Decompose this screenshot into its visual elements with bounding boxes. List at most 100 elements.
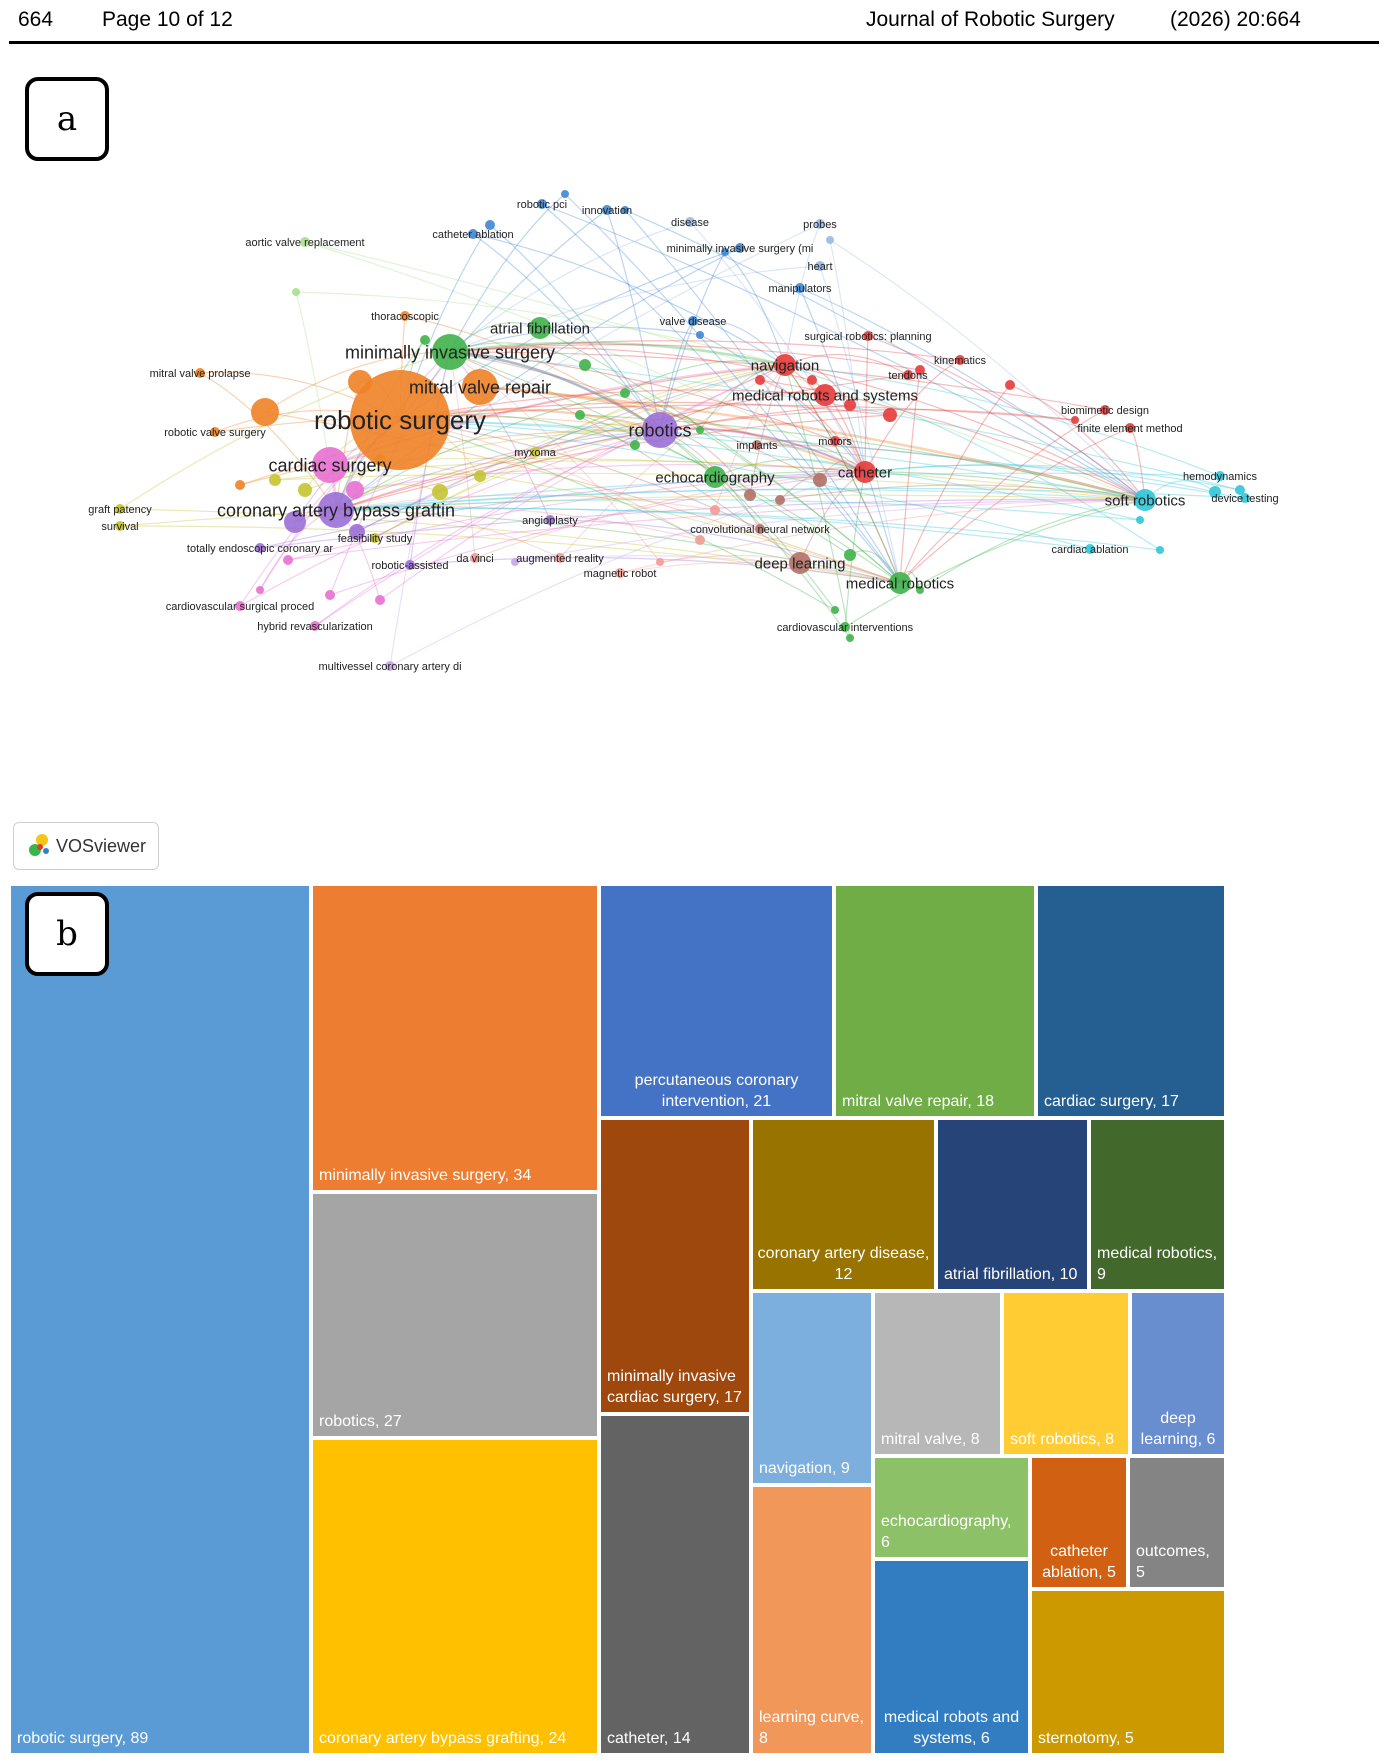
treemap-cell-cardiac-surgery: cardiac surgery, 17 (1036, 884, 1226, 1118)
network-node-cardiac-surgery (312, 447, 348, 483)
network-edge (864, 359, 961, 473)
network-node-multivessel-coronary-artery-di (385, 661, 395, 671)
network-label: totally endoscopic coronary ar (187, 543, 333, 555)
network-node-innovation (602, 205, 612, 215)
network-node (915, 365, 925, 375)
network-node (775, 495, 785, 505)
network-label: convolutional neural network (690, 524, 830, 536)
network-node (1136, 516, 1144, 524)
network-edge (379, 459, 901, 584)
network-label: tendons (888, 370, 928, 382)
network-node (844, 549, 856, 561)
network-label: myxoma (514, 447, 556, 459)
network-node (1209, 486, 1221, 498)
network-edge (756, 439, 866, 473)
network-edge (864, 464, 1241, 491)
network-edge (619, 561, 901, 584)
treemap-cell-label: medical robots and systems, 6 (883, 1709, 1020, 1747)
network-node-navigation (774, 354, 796, 376)
treemap-cell-label: catheter, 14 (607, 1730, 691, 1747)
network-label: cardiac ablation (1051, 544, 1128, 556)
treemap-cell-label: catheter ablation, 5 (1042, 1543, 1116, 1581)
network-label: finite element method (1077, 423, 1182, 435)
network-edge (399, 419, 1146, 501)
keyword-treemap: robotic surgery, 89 minimally invasive su… (9, 884, 1379, 1755)
network-edge (514, 555, 901, 584)
treemap-cell-label: deep learning, 6 (1140, 1410, 1216, 1448)
network-node (235, 480, 245, 490)
network-label: biomimetic design (1061, 405, 1149, 417)
network-node (656, 558, 664, 566)
treemap-cell-robotic-surgery: robotic surgery, 89 (9, 884, 311, 1755)
network-label: robotic-assisted (371, 560, 448, 572)
network-edge (239, 429, 661, 607)
network-label: graft patency (88, 504, 152, 516)
network-edge (399, 247, 741, 421)
network-edge (541, 203, 901, 584)
network-label: minimally invasive surgery (mi (667, 243, 814, 255)
treemap-cell-label: atrial fibrillation, 10 (944, 1266, 1078, 1283)
network-node-feasibility-study (370, 533, 380, 543)
network-edge (867, 335, 1146, 501)
network-label: kinematics (934, 355, 986, 367)
network-node (630, 440, 640, 450)
network-node-da-vinci (470, 553, 480, 563)
network-edge (559, 364, 786, 559)
network-label: medical robotics (846, 575, 954, 592)
treemap-cell-catheter: catheter, 14 (599, 1414, 751, 1755)
treemap-cell-mitral-valve-repair: mitral valve repair, 18 (834, 884, 1036, 1118)
network-label: catheter ablation (432, 229, 513, 241)
treemap-cell-label: coronary artery bypass grafting, 24 (319, 1730, 567, 1747)
network-edge (399, 404, 1076, 421)
network-edge (449, 221, 691, 353)
network-node (721, 248, 729, 256)
network-node-coronary-artery-bypass-graftin (318, 492, 354, 528)
network-node-deep-learning (789, 552, 811, 574)
page-info: Page 10 of 12 (102, 8, 233, 31)
network-edge (449, 351, 801, 564)
network-edge (356, 429, 661, 533)
network-edge (119, 525, 901, 584)
network-edge (449, 351, 836, 442)
panel-a-label: a (25, 77, 109, 161)
network-edges (119, 193, 1246, 667)
network-node-myxoma (530, 447, 540, 457)
network-label: motors (818, 436, 852, 448)
network-label: robotic pci (517, 199, 567, 211)
network-edge (399, 419, 1091, 550)
network-edge (287, 471, 866, 561)
network-node (1071, 416, 1079, 424)
network-edge (659, 391, 826, 431)
network-label: valve disease (660, 316, 727, 328)
network-edge (264, 351, 451, 413)
network-edge (199, 372, 337, 511)
network-edge (692, 319, 786, 366)
network-edge (549, 519, 901, 584)
network-node (284, 511, 306, 533)
network-edge (714, 470, 1146, 501)
network-label: cardiovascular surgical proced (166, 601, 315, 613)
network-node (292, 288, 300, 296)
network-node-robotic-assisted (405, 560, 415, 570)
network-label: robotics (628, 420, 691, 440)
network-node (696, 426, 704, 434)
treemap-cell-robotics: robotics, 27 (311, 1192, 599, 1438)
network-edge (659, 408, 1076, 431)
network-edge (335, 508, 561, 559)
network-node-implants (752, 440, 762, 450)
network-edge (314, 429, 661, 627)
network-node (696, 331, 704, 339)
network-edge (619, 499, 1146, 574)
network-edge (335, 498, 1141, 521)
network-edge (335, 472, 481, 511)
network-label: minimally invasive surgery (345, 342, 555, 362)
network-edge (259, 471, 866, 549)
network-edge (474, 471, 866, 559)
network-edge (899, 409, 1106, 584)
network-edge (329, 471, 866, 596)
network-edge (389, 351, 451, 667)
network-node-cardiac-ablation (1085, 544, 1095, 554)
network-edge (259, 498, 1146, 549)
treemap-cell-deep-learning: deep learning, 6 (1130, 1291, 1226, 1456)
network-edge (304, 241, 866, 473)
